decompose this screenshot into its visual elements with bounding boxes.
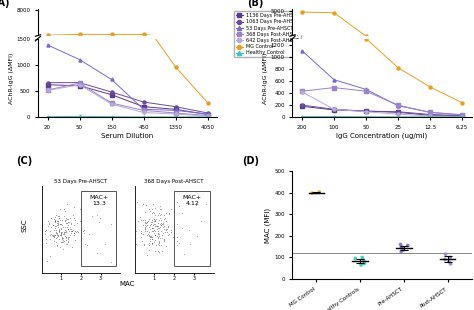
Legend: 1136 Days Pre-AHSCT, 1063 Days Pre-AHSCT, 53 Days Pre-AHSCT, 368 Days Post-AHSCT: 1136 Days Pre-AHSCT, 1063 Days Pre-AHSCT… <box>234 11 301 57</box>
Point <box>441 257 449 262</box>
Point <box>397 249 405 254</box>
Point <box>360 258 367 263</box>
Point <box>308 191 316 196</box>
Y-axis label: AChR-IgG (ΔMFI): AChR-IgG (ΔMFI) <box>263 52 268 104</box>
X-axis label: Serum Dilution: Serum Dilution <box>101 133 154 139</box>
Y-axis label: MAC (MFI): MAC (MFI) <box>265 207 272 243</box>
Point <box>358 255 366 260</box>
Text: (D): (D) <box>242 156 259 166</box>
Point <box>361 259 368 264</box>
Point <box>357 263 365 268</box>
Text: (A): (A) <box>0 0 9 8</box>
Point <box>400 247 407 252</box>
Point <box>397 242 404 247</box>
Point <box>399 246 407 251</box>
X-axis label: IgG Concentration (ug/ml): IgG Concentration (ug/ml) <box>337 133 428 139</box>
Text: MAC: MAC <box>120 281 135 287</box>
Y-axis label: AChR-IgG (ΔMFI): AChR-IgG (ΔMFI) <box>9 52 13 104</box>
Point <box>445 259 453 264</box>
Point <box>447 255 454 260</box>
Point <box>404 243 411 248</box>
Point <box>442 252 449 257</box>
Point <box>398 245 405 250</box>
Point <box>361 261 368 266</box>
Text: (B): (B) <box>247 0 264 8</box>
Point <box>352 256 359 261</box>
Text: SSC: SSC <box>21 218 27 232</box>
Point <box>447 261 455 266</box>
Text: (C): (C) <box>17 156 33 166</box>
Point <box>316 190 323 195</box>
